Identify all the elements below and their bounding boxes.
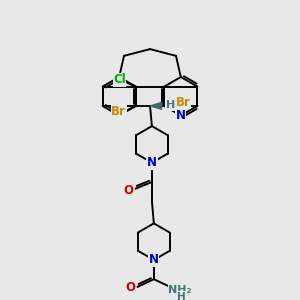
Polygon shape — [150, 103, 162, 109]
Text: Cl: Cl — [113, 74, 126, 86]
Text: O: O — [124, 184, 134, 197]
Text: H: H — [177, 292, 186, 300]
Text: Br: Br — [176, 96, 191, 109]
Text: O: O — [126, 281, 136, 294]
Text: N: N — [176, 109, 186, 122]
Text: N: N — [147, 156, 157, 169]
Text: Br: Br — [111, 105, 126, 118]
Text: N: N — [149, 254, 159, 266]
Text: H: H — [166, 100, 175, 110]
Text: NH₂: NH₂ — [168, 285, 191, 295]
